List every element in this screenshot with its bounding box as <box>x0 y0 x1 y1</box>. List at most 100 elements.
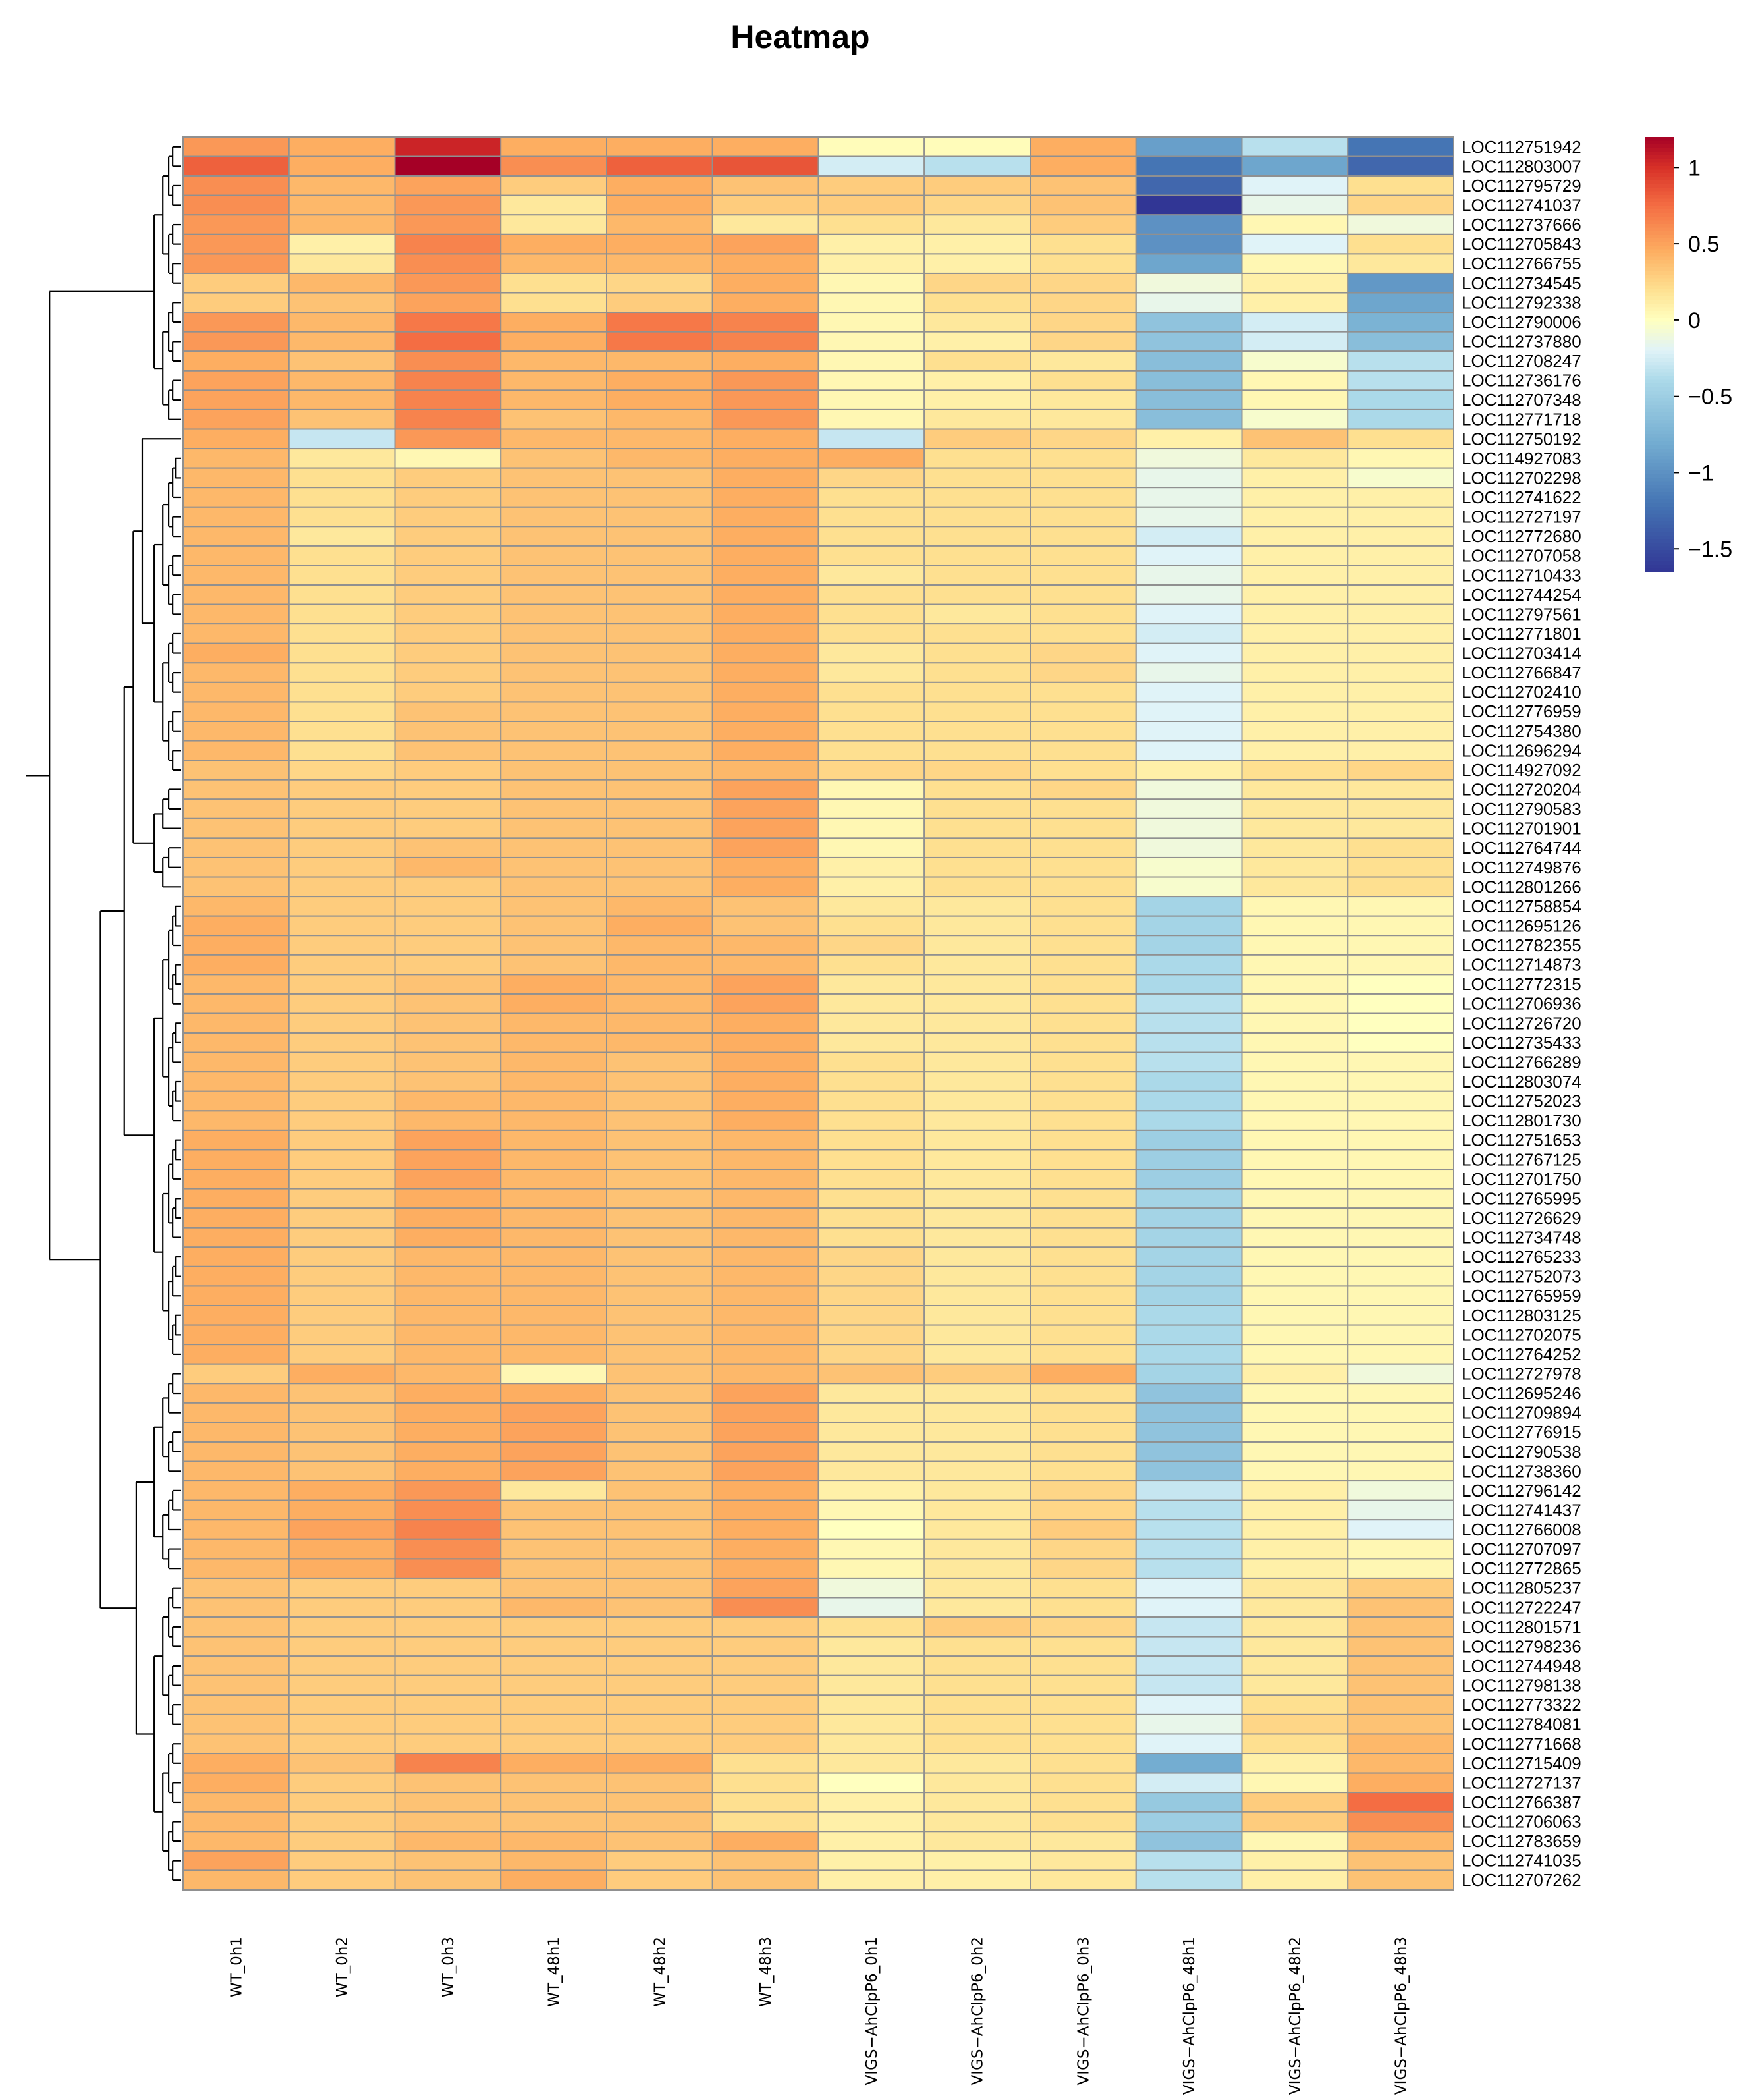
heatmap-cell <box>711 935 819 956</box>
legend-swatch <box>1645 231 1674 236</box>
heatmap-cell <box>606 740 713 761</box>
heatmap-cell <box>1030 175 1137 196</box>
heatmap-cell <box>923 428 1031 450</box>
heatmap-cell <box>288 1538 396 1560</box>
heatmap-cell <box>923 584 1031 605</box>
heatmap-cell <box>182 1032 290 1053</box>
legend-swatch <box>1645 249 1674 254</box>
heatmap-cell <box>817 155 925 177</box>
heatmap-cell <box>288 1577 396 1599</box>
heatmap-cell <box>288 1129 396 1151</box>
heatmap-cell <box>606 1265 713 1287</box>
legend-swatch <box>1645 325 1674 330</box>
heatmap-cell <box>1030 603 1137 625</box>
heatmap-cell <box>394 974 502 995</box>
heatmap-cell <box>1347 837 1454 858</box>
heatmap-cell <box>923 662 1031 683</box>
heatmap-cell <box>1135 1558 1243 1579</box>
heatmap-cell <box>1135 760 1243 781</box>
heatmap-cell <box>923 1538 1031 1560</box>
heatmap-cell <box>1347 1811 1454 1833</box>
heatmap-cell <box>817 954 925 976</box>
heatmap-cell <box>1347 798 1454 819</box>
heatmap-cell <box>817 565 925 586</box>
heatmap-cell <box>1347 1441 1454 1462</box>
legend-swatch <box>1645 532 1674 536</box>
heatmap-cell <box>288 1422 396 1443</box>
heatmap-cell <box>288 779 396 800</box>
heatmap-cell <box>288 1811 396 1833</box>
heatmap-cell <box>923 1149 1031 1171</box>
heatmap-cell <box>923 136 1031 157</box>
heatmap-cell <box>711 1227 819 1248</box>
heatmap-cell <box>182 798 290 819</box>
heatmap-cell <box>1347 1792 1454 1813</box>
row-label: LOC112798236 <box>1462 1636 1581 1656</box>
heatmap-cell <box>1135 331 1243 352</box>
heatmap-cell <box>711 1188 819 1209</box>
heatmap-cell <box>1241 681 1349 703</box>
heatmap-cell <box>606 993 713 1014</box>
heatmap-cell <box>606 1402 713 1423</box>
heatmap-cell <box>394 1869 502 1891</box>
heatmap-cell <box>1030 272 1137 294</box>
heatmap-cell <box>1241 1655 1349 1676</box>
heatmap-cell <box>1241 1246 1349 1267</box>
column-label: VIGS−AhClpP6_48h1 <box>1181 1937 1198 2095</box>
heatmap-cell <box>182 642 290 664</box>
heatmap-cell <box>606 1655 713 1676</box>
heatmap-cell <box>1241 974 1349 995</box>
heatmap-cell <box>1241 253 1349 274</box>
heatmap-cell <box>1347 935 1454 956</box>
heatmap-cell <box>182 1753 290 1774</box>
heatmap-cell <box>1347 214 1454 235</box>
heatmap-cell <box>817 1383 925 1404</box>
heatmap-cell <box>500 1674 607 1696</box>
heatmap-cell <box>182 1363 290 1385</box>
legend-swatch <box>1645 391 1674 395</box>
heatmap-cell <box>1347 331 1454 352</box>
heatmap-cell <box>1030 681 1137 703</box>
heatmap-cell <box>711 760 819 781</box>
heatmap-cell <box>1347 721 1454 742</box>
heatmap-cell <box>1135 701 1243 723</box>
heatmap-cell <box>606 798 713 819</box>
heatmap-cell <box>606 701 713 723</box>
heatmap-cell <box>711 1071 819 1092</box>
heatmap-cell <box>606 1227 713 1248</box>
heatmap-cell <box>394 623 502 644</box>
heatmap-cell <box>1135 272 1243 294</box>
legend-swatch <box>1645 481 1674 485</box>
legend-swatch <box>1645 568 1674 572</box>
heatmap-cell <box>500 1188 607 1209</box>
heatmap-cell <box>288 1733 396 1755</box>
heatmap-cell <box>711 798 819 819</box>
legend-swatch <box>1645 292 1674 297</box>
heatmap-cell <box>394 214 502 235</box>
heatmap-cell <box>1241 487 1349 508</box>
heatmap-cell <box>711 662 819 683</box>
heatmap-cell <box>288 974 396 995</box>
heatmap-cell <box>923 1402 1031 1423</box>
heatmap-cell <box>1135 1577 1243 1599</box>
heatmap-cell <box>500 1655 607 1676</box>
heatmap-cell <box>817 1772 925 1794</box>
heatmap-cell <box>817 798 925 819</box>
heatmap-cell <box>394 779 502 800</box>
heatmap-cell <box>1135 681 1243 703</box>
heatmap-cell <box>182 1265 290 1287</box>
heatmap-cell <box>500 993 607 1014</box>
legend-swatch <box>1645 350 1674 355</box>
heatmap-cell <box>1030 1402 1137 1423</box>
heatmap-cell <box>817 292 925 314</box>
heatmap-cell <box>288 292 396 314</box>
legend-swatch <box>1645 517 1674 522</box>
heatmap-cell <box>394 681 502 703</box>
heatmap-cell <box>1135 876 1243 898</box>
heatmap-cell <box>500 1012 607 1034</box>
heatmap-cell <box>711 603 819 625</box>
heatmap-cell <box>1030 1090 1137 1112</box>
legend-swatch <box>1645 304 1674 308</box>
heatmap-cell <box>182 1402 290 1423</box>
heatmap-cell <box>711 837 819 858</box>
